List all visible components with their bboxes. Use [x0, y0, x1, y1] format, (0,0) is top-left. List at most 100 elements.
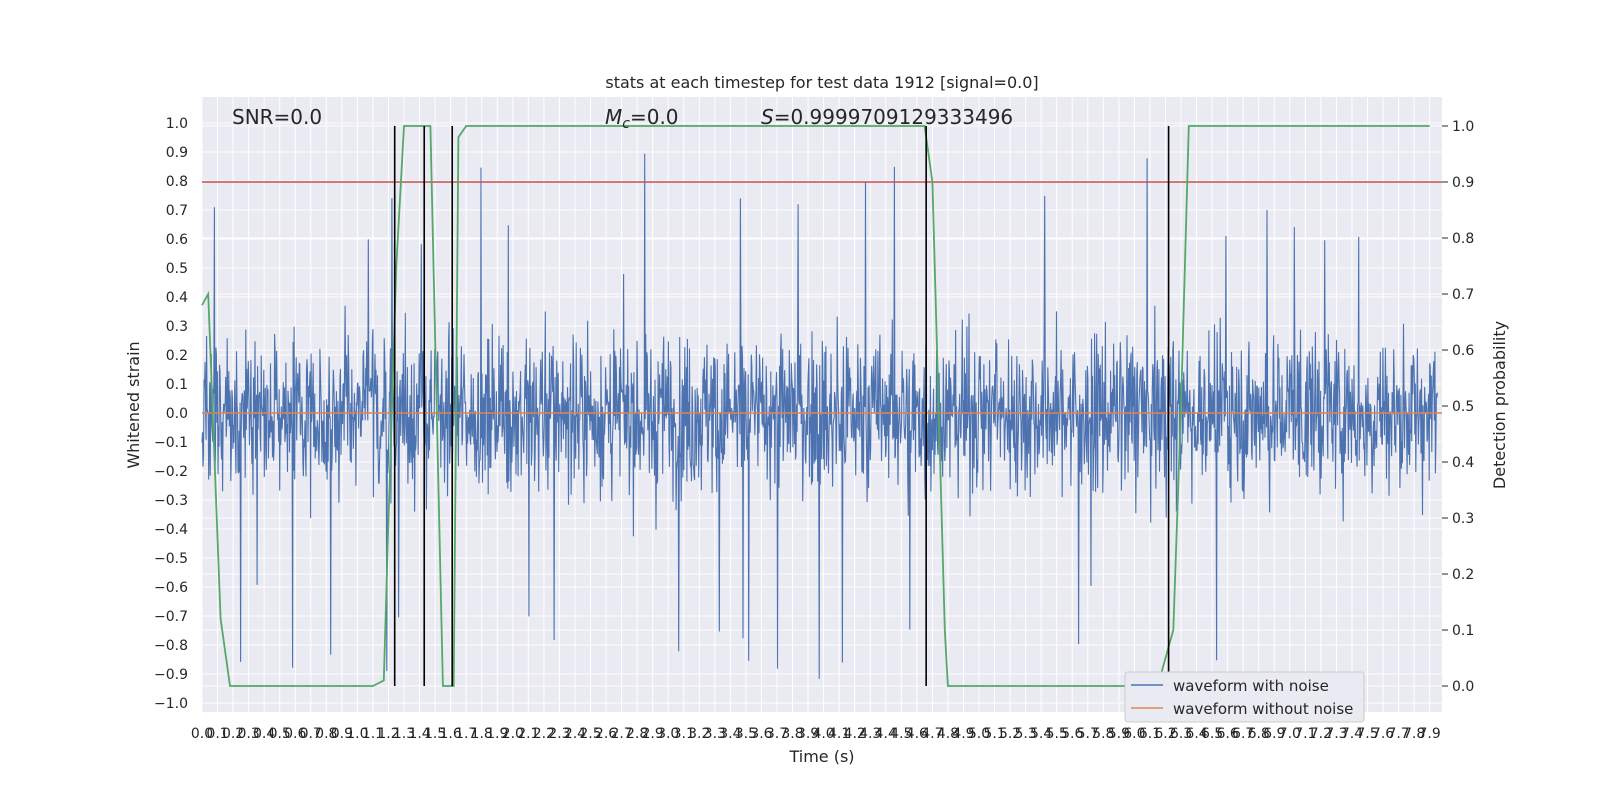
y-tick-label: 0.8: [166, 174, 188, 190]
x-tick-label: 1.3: [393, 726, 415, 742]
legend-label-noise: waveform with noise: [1173, 677, 1329, 695]
x-tick-label: 2.4: [564, 726, 586, 742]
x-tick-label: 2.2: [533, 726, 555, 742]
x-tick-label: 6.9: [1263, 726, 1285, 742]
y2-axis-label: Detection probability: [1490, 321, 1509, 489]
y2-tick-label: 0.3: [1452, 511, 1474, 527]
y-tick-label: −1.0: [154, 696, 188, 712]
y-tick-label: −0.4: [154, 522, 188, 538]
x-tick-label: 4.7: [921, 726, 943, 742]
score-symbol: S: [761, 105, 774, 129]
y-tick-label: 0.0: [166, 406, 188, 422]
x-tick-label: 4.5: [890, 726, 912, 742]
snr-annotation: SNR=0.0: [232, 105, 322, 129]
x-tick-label: 3.2: [688, 726, 710, 742]
x-tick-label: 3.0: [657, 726, 679, 742]
x-tick-label: 6.3: [1170, 726, 1192, 742]
y-tick-label: −0.7: [154, 609, 188, 625]
x-tick-label: 0.3: [237, 726, 259, 742]
y-tick-label: −0.1: [154, 435, 188, 451]
y-tick-label: 0.6: [166, 232, 188, 248]
x-tick-label: 6.1: [1139, 726, 1161, 742]
x-tick-label: 1.2: [377, 726, 399, 742]
x-tick-label: 5.0: [968, 726, 990, 742]
y2-tick-label: 0.1: [1452, 623, 1474, 639]
x-tick-label: 3.3: [704, 726, 726, 742]
x-tick-label: 7.0: [1279, 726, 1301, 742]
x-tick-label: 5.7: [1077, 726, 1099, 742]
x-tick-label: 6.0: [1123, 726, 1145, 742]
y-axis-label: Whitened strain: [124, 341, 143, 468]
detection-probability-line: [201, 125, 1430, 687]
y2-tick-label: 1.0: [1452, 119, 1474, 135]
score-value: =0.9999709129333496: [774, 105, 1013, 129]
chirp-mass-subscript: c: [622, 116, 630, 132]
x-tick-label: 1.8: [471, 726, 493, 742]
x-tick-label: 6.7: [1232, 726, 1254, 742]
chart-title: stats at each timestep for test data 191…: [605, 73, 1038, 92]
x-tick-label: 0.7: [300, 726, 322, 742]
y-tick-label: −0.8: [154, 638, 188, 654]
y-tick-label: −0.3: [154, 493, 188, 509]
y-tick-label: −0.6: [154, 580, 188, 596]
y2-axis-ticks: 1.0 0.9 0.8 0.7 0.6 0.5 0.4 0.3 0.2 0.1 0.0: [1442, 119, 1474, 695]
x-tick-label: 7.2: [1310, 726, 1332, 742]
x-tick-label: 3.8: [781, 726, 803, 742]
x-tick-label: 0.8: [315, 726, 337, 742]
x-tick-label: 6.4: [1185, 726, 1207, 742]
y2-tick-label: 0.9: [1452, 175, 1474, 191]
x-tick-label: 6.8: [1248, 726, 1270, 742]
x-axis-label: Time (s): [788, 747, 854, 766]
x-tick-label: 3.6: [750, 726, 772, 742]
x-tick-label: 4.4: [875, 726, 897, 742]
x-tick-label: 4.8: [937, 726, 959, 742]
x-tick-label: 0.6: [284, 726, 306, 742]
legend: waveform with noise waveform without noi…: [1124, 671, 1365, 723]
y-tick-label: 0.1: [166, 377, 188, 393]
x-tick-label: 5.3: [1014, 726, 1036, 742]
x-tick-label: 3.1: [673, 726, 695, 742]
x-tick-label: 5.9: [1108, 726, 1130, 742]
x-tick-label: 4.0: [812, 726, 834, 742]
y2-tick-label: 0.0: [1452, 679, 1474, 695]
x-tick-label: 5.4: [1030, 726, 1052, 742]
x-tick-label: 0.1: [206, 726, 228, 742]
y-tick-label: 0.3: [166, 319, 188, 335]
x-tick-label: 1.0: [346, 726, 368, 742]
x-tick-label: 3.4: [719, 726, 741, 742]
x-tick-label: 0.0: [191, 726, 213, 742]
x-tick-label: 1.5: [424, 726, 446, 742]
legend-label-clean: waveform without noise: [1173, 700, 1353, 718]
x-tick-label: 0.4: [253, 726, 275, 742]
y-tick-label: −0.9: [154, 667, 188, 683]
x-tick-label: 1.7: [455, 726, 477, 742]
x-axis-ticks: 0.00.10.20.30.40.50.60.70.80.91.01.11.21…: [191, 726, 1441, 742]
y-axis-ticks: 1.0 0.9 0.8 0.7 0.6 0.5 0.4 0.3 0.2 0.1 0.0 −0.1 −0.…: [154, 116, 188, 712]
y-tick-label: 1.0: [166, 116, 188, 132]
y-tick-label: 0.7: [166, 203, 188, 219]
x-tick-label: 2.8: [626, 726, 648, 742]
line-series: [201, 125, 1442, 687]
noise-waveform-line: [201, 153, 1438, 679]
y2-tick-label: 0.4: [1452, 455, 1474, 471]
y2-tick-label: 0.2: [1452, 567, 1474, 583]
x-tick-label: 1.1: [362, 726, 384, 742]
x-tick-label: 1.4: [408, 726, 430, 742]
x-tick-label: 2.0: [502, 726, 524, 742]
x-tick-label: 7.9: [1419, 726, 1441, 742]
x-tick-label: 2.5: [579, 726, 601, 742]
y-tick-label: −0.2: [154, 464, 188, 480]
y2-tick-label: 0.5: [1452, 399, 1474, 415]
x-tick-label: 4.1: [828, 726, 850, 742]
score-annotation: S=0.9999709129333496: [761, 105, 1013, 129]
x-tick-label: 7.4: [1341, 726, 1363, 742]
x-tick-label: 7.1: [1294, 726, 1316, 742]
x-tick-label: 6.5: [1201, 726, 1223, 742]
x-tick-label: 4.6: [906, 726, 928, 742]
y-tick-label: 0.5: [166, 261, 188, 277]
x-tick-label: 1.9: [486, 726, 508, 742]
x-tick-label: 0.9: [331, 726, 353, 742]
x-tick-label: 2.7: [610, 726, 632, 742]
x-tick-label: 2.9: [642, 726, 664, 742]
